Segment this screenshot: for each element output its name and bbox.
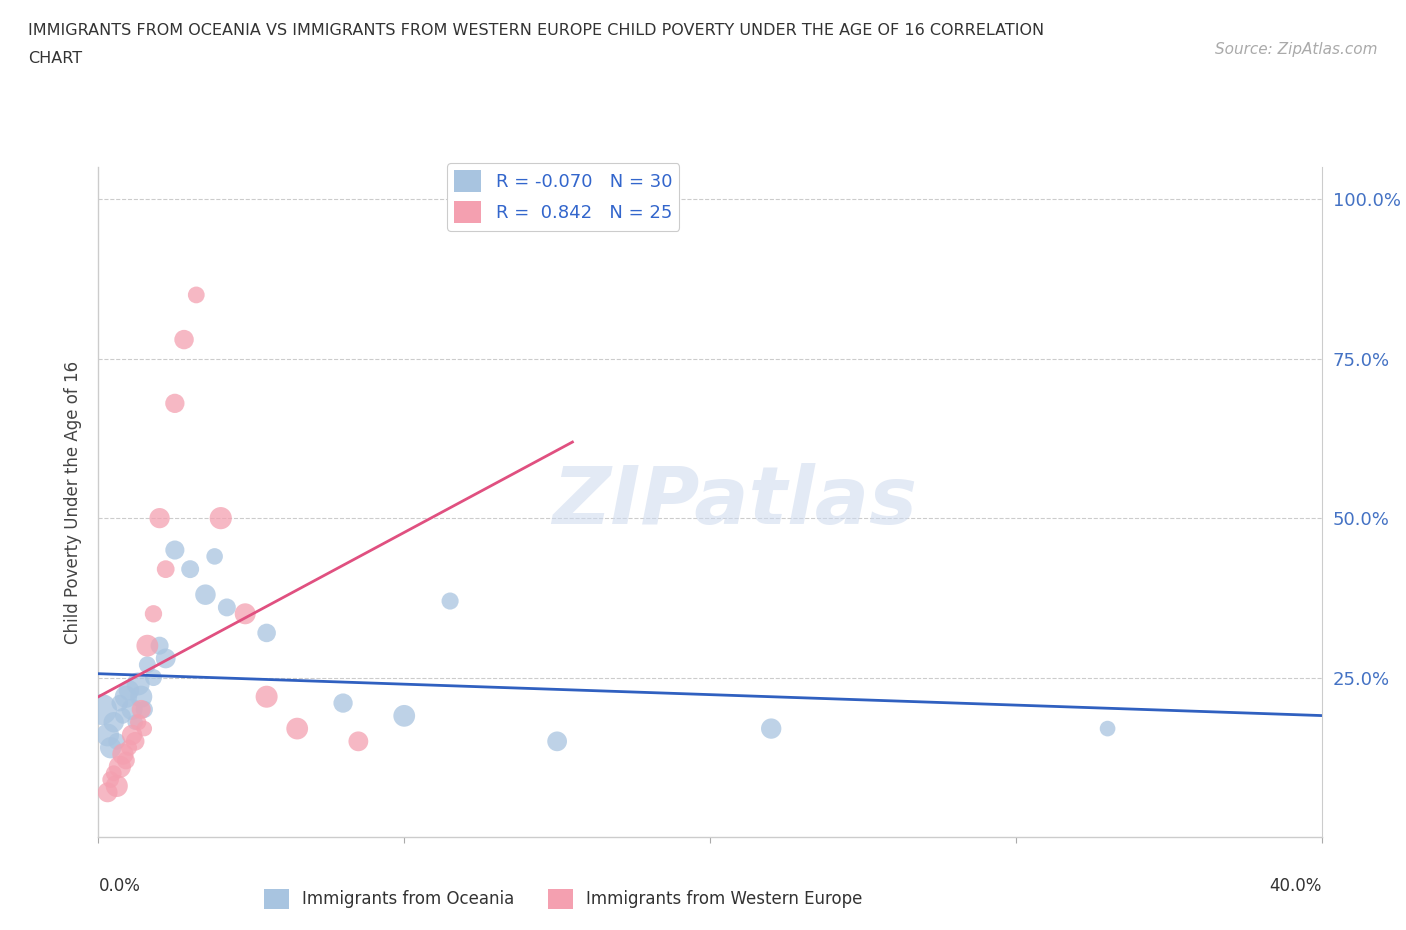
Point — [256, 626, 278, 641]
Point — [134, 702, 156, 717]
Point — [332, 696, 354, 711]
Point — [121, 702, 143, 717]
Text: 40.0%: 40.0% — [1270, 877, 1322, 895]
Legend: Immigrants from Oceania, Immigrants from Western Europe: Immigrants from Oceania, Immigrants from… — [257, 882, 869, 916]
Point — [90, 702, 112, 717]
Point — [103, 765, 125, 780]
Point — [173, 332, 195, 347]
Point — [118, 740, 141, 755]
Point — [155, 651, 177, 666]
Point — [439, 593, 461, 608]
Point — [256, 689, 278, 704]
Point — [215, 600, 238, 615]
Text: IMMIGRANTS FROM OCEANIA VS IMMIGRANTS FROM WESTERN EUROPE CHILD POVERTY UNDER TH: IMMIGRANTS FROM OCEANIA VS IMMIGRANTS FR… — [28, 23, 1045, 38]
Point — [118, 683, 141, 698]
Point — [759, 721, 782, 736]
Point — [179, 562, 201, 577]
Point — [155, 562, 177, 577]
Point — [108, 760, 131, 775]
Point — [204, 549, 226, 564]
Point — [105, 734, 128, 749]
Point — [111, 709, 134, 724]
Text: CHART: CHART — [28, 51, 82, 66]
Y-axis label: Child Poverty Under the Age of 16: Child Poverty Under the Age of 16 — [65, 361, 83, 644]
Point — [121, 727, 143, 742]
Point — [115, 753, 138, 768]
Point — [163, 396, 186, 411]
Point — [103, 715, 125, 730]
Point — [1097, 721, 1119, 736]
Point — [194, 587, 217, 602]
Point — [163, 542, 186, 557]
Point — [136, 658, 159, 672]
Point — [142, 606, 165, 621]
Point — [134, 721, 156, 736]
Point — [124, 715, 146, 730]
Point — [142, 671, 165, 685]
Point — [149, 511, 172, 525]
Point — [136, 638, 159, 653]
Point — [392, 709, 416, 724]
Point — [129, 689, 152, 704]
Point — [127, 676, 149, 691]
Text: Source: ZipAtlas.com: Source: ZipAtlas.com — [1215, 42, 1378, 57]
Point — [124, 734, 146, 749]
Point — [97, 785, 120, 800]
Point — [97, 727, 120, 742]
Point — [546, 734, 568, 749]
Point — [149, 638, 172, 653]
Text: ZIPatlas: ZIPatlas — [553, 463, 917, 541]
Point — [100, 740, 122, 755]
Text: 0.0%: 0.0% — [98, 877, 141, 895]
Point — [129, 702, 152, 717]
Point — [127, 715, 149, 730]
Point — [115, 689, 138, 704]
Point — [347, 734, 370, 749]
Point — [233, 606, 256, 621]
Point — [285, 721, 308, 736]
Point — [209, 511, 232, 525]
Point — [105, 778, 128, 793]
Point — [111, 747, 134, 762]
Point — [108, 696, 131, 711]
Point — [186, 287, 208, 302]
Point — [100, 772, 122, 787]
